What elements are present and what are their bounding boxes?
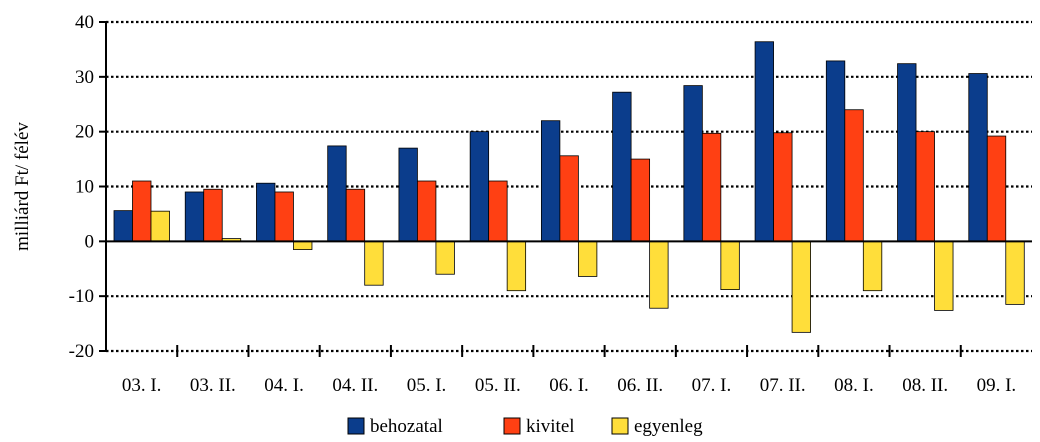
legend-label-behozatal: behozatal xyxy=(370,416,443,437)
bar-kivitel xyxy=(203,188,223,242)
y-tick-label: 30 xyxy=(75,67,94,88)
x-tick-label: 06. II. xyxy=(617,375,663,396)
x-tick-labels: 03. I. 03. II. 04. I. 04. II. 05. I. 05. II. 0… xyxy=(122,375,1016,396)
bar-egyenleg xyxy=(506,240,527,292)
bar-egyenleg xyxy=(649,240,669,309)
bar-kivitel xyxy=(132,180,152,242)
x-tick-label: 03. I. xyxy=(122,375,162,396)
bar-behozatal xyxy=(469,131,490,242)
bar-kivitel xyxy=(488,180,508,242)
bar-behozatal xyxy=(540,120,561,242)
bar-behozatal xyxy=(184,191,205,242)
bar-kivitel xyxy=(915,131,935,242)
legend-swatch-egyenleg xyxy=(611,417,629,435)
bar-kivitel xyxy=(701,132,722,242)
legend-swatch-kivitel xyxy=(503,417,521,435)
x-tick-label: 08. II. xyxy=(902,375,948,396)
bar-kivitel xyxy=(559,155,579,242)
y-tick-label: -10 xyxy=(69,286,94,307)
bar-kivitel xyxy=(986,135,1007,242)
bar-behozatal xyxy=(968,73,988,242)
y-tick-labels: 40 30 20 10 0 -10 -20 xyxy=(69,12,94,362)
x-tick-label: 08. I. xyxy=(834,375,874,396)
bar-egyenleg xyxy=(577,240,598,277)
bars xyxy=(113,41,1025,333)
y-tick-label: 20 xyxy=(75,122,94,143)
axes xyxy=(99,21,1032,357)
bar-kivitel xyxy=(773,132,793,242)
bar-behozatal xyxy=(825,60,846,242)
bar-behozatal xyxy=(612,91,632,242)
bar-kivitel xyxy=(274,191,294,242)
y-tick-label: 0 xyxy=(85,231,95,252)
bar-behozatal xyxy=(897,63,917,242)
bar-behozatal xyxy=(683,85,703,242)
bar-egyenleg xyxy=(720,240,740,290)
legend-label-kivitel: kivitel xyxy=(526,416,575,437)
y-axis-title: milliárd Ft/ félév xyxy=(12,122,33,251)
y-tick-label: 10 xyxy=(75,177,94,198)
bar-behozatal xyxy=(113,210,133,242)
bar-egyenleg xyxy=(364,240,384,286)
bar-kivitel xyxy=(345,188,366,242)
bar-egyenleg xyxy=(435,240,455,275)
legend-swatch-behozatal xyxy=(347,417,365,435)
x-tick-label: 06. I. xyxy=(549,375,589,396)
bar-egyenleg xyxy=(791,240,811,333)
x-tick-label: 05. II. xyxy=(475,375,521,396)
y-tick-label: 40 xyxy=(75,12,94,33)
x-tick-label: 04. II. xyxy=(332,375,378,396)
bar-behozatal xyxy=(327,145,347,242)
bar-kivitel xyxy=(844,109,864,242)
bar-kivitel xyxy=(417,180,437,242)
bar-behozatal xyxy=(754,41,774,242)
x-tick-label: 09. I. xyxy=(977,375,1017,396)
y-tick-label: -20 xyxy=(69,341,94,362)
bar-behozatal xyxy=(398,147,418,242)
x-tick-label: 04. I. xyxy=(264,375,304,396)
legend-label-egyenleg: egyenleg xyxy=(634,416,703,437)
bar-behozatal xyxy=(256,182,276,242)
x-tick-label: 07. I. xyxy=(692,375,732,396)
bar-egyenleg xyxy=(934,240,954,311)
bar-egyenleg xyxy=(862,240,883,292)
bar-egyenleg xyxy=(150,210,170,242)
x-tick-label: 05. I. xyxy=(407,375,447,396)
x-tick-label: 03. II. xyxy=(190,375,236,396)
x-tick-label: 07. II. xyxy=(760,375,806,396)
bar-kivitel xyxy=(630,158,651,242)
gridlines xyxy=(106,20,1032,298)
bar-egyenleg xyxy=(293,240,313,250)
bar-egyenleg xyxy=(1005,240,1025,305)
legend: behozatal kivitel egyenleg xyxy=(347,416,703,437)
